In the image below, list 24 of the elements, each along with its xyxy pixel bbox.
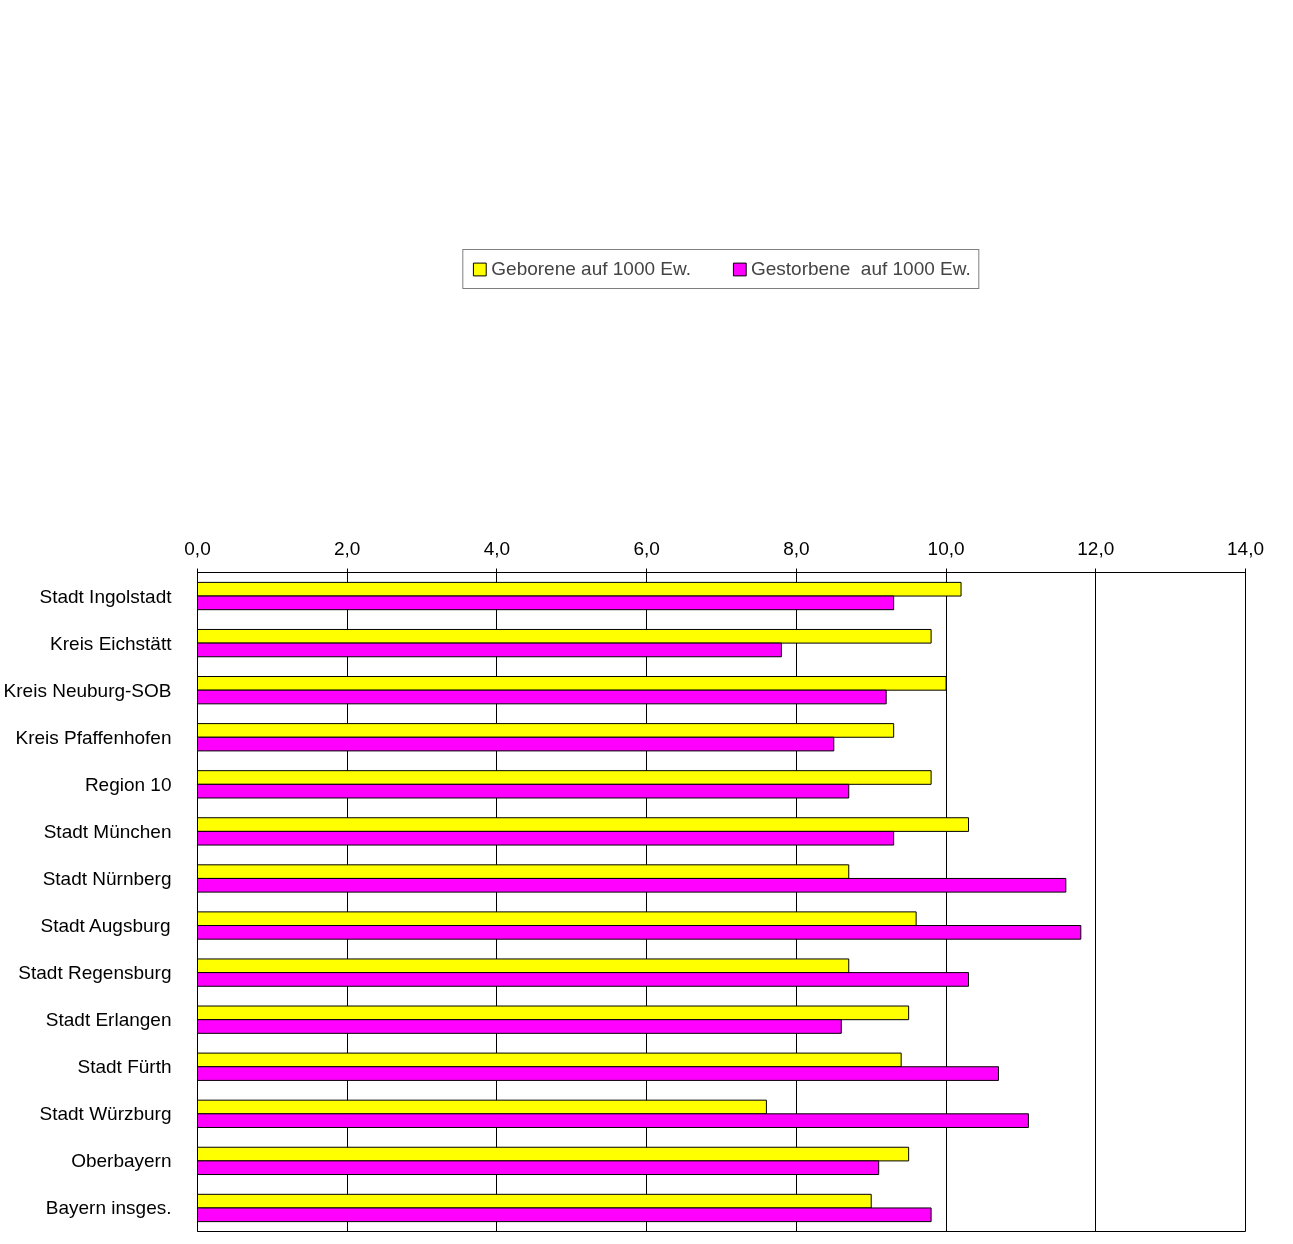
y-tick-label: Region 10 [84, 773, 172, 795]
y-tick-label: Stadt Erlangen [45, 1009, 172, 1031]
x-tick-label: 6,0 [633, 537, 660, 559]
y-tick-label: Stadt Regensburg [18, 962, 172, 984]
y-tick-label: Kreis Neuburg-SOB [3, 679, 172, 701]
x-tick-label: 10,0 [927, 537, 965, 559]
y-tick-label: Bayern insges. [45, 1197, 172, 1219]
y-tick-label: Kreis Eichstätt [50, 632, 173, 654]
x-tick-label: 2,0 [334, 537, 361, 559]
y-tick-label: Stadt Fürth [77, 1056, 172, 1078]
x-tick-label: 8,0 [783, 537, 810, 559]
y-tick-label: Stadt Augsburg [40, 915, 171, 937]
y-tick-label: Stadt Ingolstadt [39, 585, 173, 607]
y-tick-label: Oberbayern [71, 1150, 172, 1172]
y-tick-label: Stadt Würzburg [39, 1103, 172, 1125]
x-tick-label: 0,0 [184, 537, 211, 559]
legend-label: Geborene auf 1000 Ew. [491, 258, 691, 280]
x-tick-label: 4,0 [483, 537, 511, 559]
y-tick-label: Stadt Nürnberg [42, 867, 172, 889]
x-tick-label: 12,0 [1077, 537, 1115, 559]
legend-label: Gestorbene auf 1000 Ew. [750, 258, 971, 280]
x-tick-label: 14,0 [1227, 537, 1264, 559]
y-tick-label: Stadt München [43, 820, 172, 842]
y-tick-label: Kreis Pfaffenhofen [15, 726, 172, 748]
